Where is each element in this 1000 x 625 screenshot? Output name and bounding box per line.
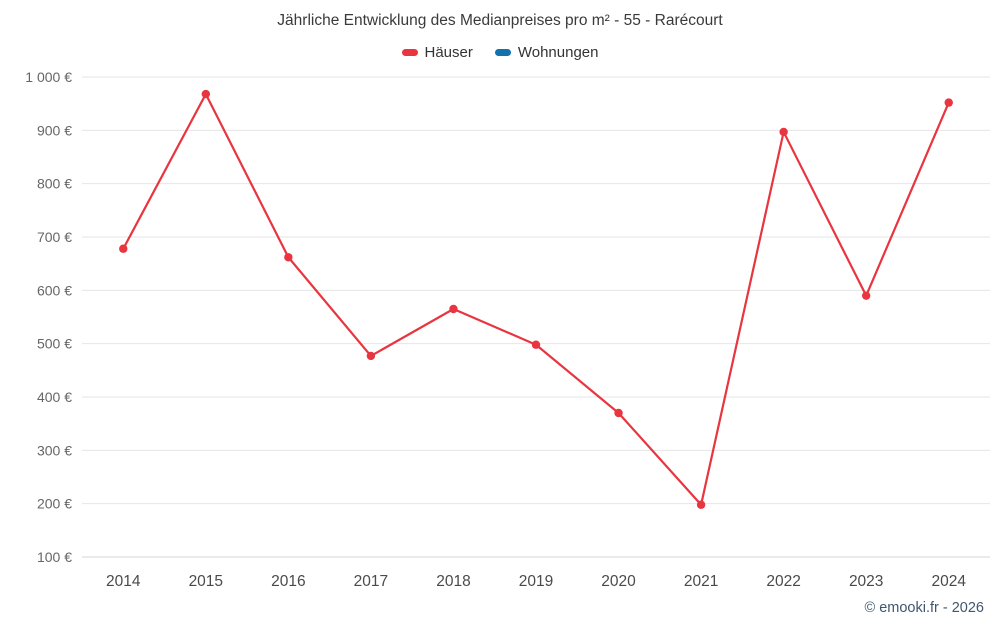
svg-text:2020: 2020 — [601, 573, 636, 590]
svg-text:2015: 2015 — [189, 573, 223, 590]
svg-text:2016: 2016 — [271, 573, 305, 590]
svg-text:2021: 2021 — [684, 573, 718, 590]
svg-text:900 €: 900 € — [37, 122, 72, 138]
svg-text:300 €: 300 € — [37, 442, 72, 458]
svg-text:2022: 2022 — [766, 573, 800, 590]
svg-text:800 €: 800 € — [37, 176, 72, 192]
svg-text:400 €: 400 € — [37, 389, 72, 405]
legend-swatch-hauser — [401, 49, 418, 56]
legend-item-hauser[interactable]: Häuser — [401, 44, 473, 61]
svg-text:2018: 2018 — [436, 573, 470, 590]
svg-text:700 €: 700 € — [37, 229, 72, 245]
credit-text[interactable]: © emooki.fr - 2026 — [864, 600, 984, 616]
svg-text:500 €: 500 € — [37, 336, 72, 352]
svg-text:2017: 2017 — [354, 573, 388, 590]
svg-text:2023: 2023 — [849, 573, 883, 590]
legend: Häuser Wohnungen — [0, 44, 1000, 61]
svg-text:1 000 €: 1 000 € — [25, 69, 72, 85]
svg-text:600 €: 600 € — [37, 282, 72, 298]
legend-label-hauser: Häuser — [424, 44, 473, 61]
svg-text:200 €: 200 € — [37, 496, 72, 512]
legend-label-wohnungen: Wohnungen — [517, 44, 599, 61]
chart-title: Jährliche Entwicklung des Medianpreises … — [277, 12, 723, 29]
svg-text:100 €: 100 € — [37, 549, 72, 565]
legend-item-wohnungen[interactable]: Wohnungen — [494, 44, 599, 61]
svg-text:2014: 2014 — [106, 573, 141, 590]
legend-swatch-wohnungen — [494, 49, 511, 56]
svg-text:2024: 2024 — [931, 573, 966, 590]
svg-text:2019: 2019 — [519, 573, 553, 590]
